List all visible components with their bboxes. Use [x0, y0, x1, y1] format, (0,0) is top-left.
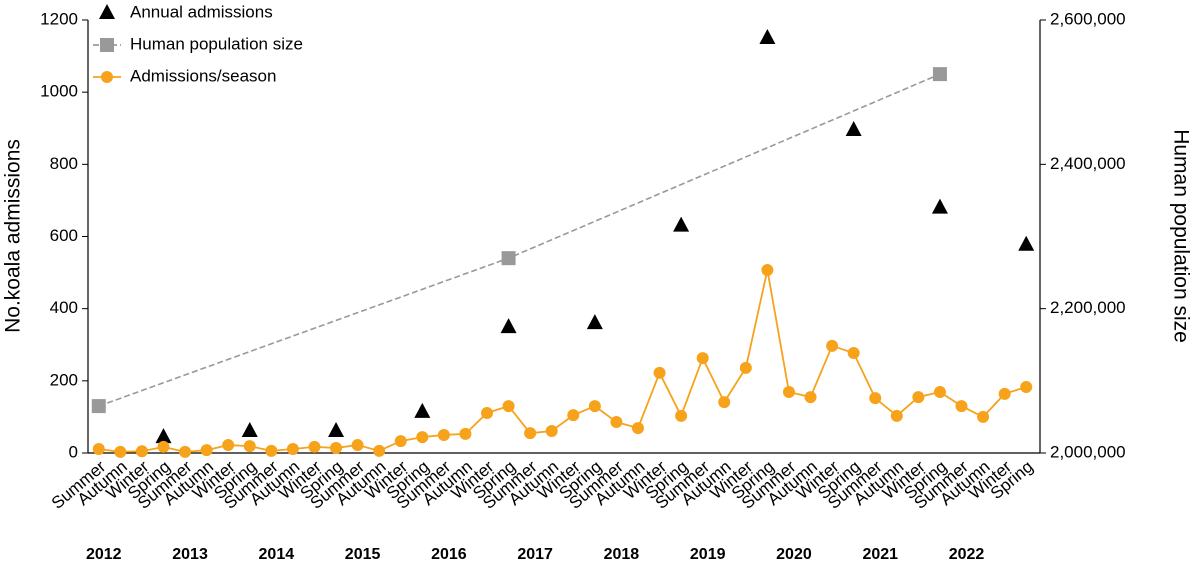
y2-tick-label: 2,400,000 — [1050, 154, 1126, 173]
data-point — [826, 339, 839, 352]
y2-tick-label: 2,600,000 — [1050, 9, 1126, 28]
y2-axis-title: Human population size — [1169, 129, 1192, 343]
data-point — [351, 439, 364, 452]
data-point — [135, 445, 148, 458]
data-point — [933, 386, 946, 399]
data-point — [675, 409, 688, 422]
y-tick-label: 600 — [50, 226, 78, 245]
data-point — [586, 314, 603, 330]
data-point — [804, 391, 817, 404]
data-point — [155, 428, 172, 444]
data-point — [502, 400, 515, 413]
data-point — [286, 443, 299, 456]
data-point — [890, 409, 903, 422]
year-label: 2020 — [776, 546, 812, 563]
data-point — [782, 386, 795, 399]
data-point — [459, 427, 472, 440]
data-point — [653, 366, 666, 379]
data-point — [328, 421, 345, 437]
data-point — [373, 444, 386, 457]
data-point — [673, 216, 690, 232]
data-point — [179, 445, 192, 458]
data-point — [92, 443, 105, 456]
legend-label: Annual admissions — [130, 2, 273, 21]
data-point — [265, 444, 278, 457]
year-label: 2015 — [345, 546, 381, 563]
data-point — [222, 439, 235, 452]
series-line — [98, 73, 941, 407]
y-tick-label: 0 — [69, 442, 78, 461]
data-point — [955, 400, 968, 413]
data-point — [91, 399, 106, 414]
data-point — [845, 121, 862, 137]
year-label: 2018 — [604, 546, 640, 563]
data-point — [931, 198, 948, 214]
y2-tick-label: 2,000,000 — [1050, 442, 1126, 461]
y2-tick-label: 2,200,000 — [1050, 298, 1126, 317]
data-point — [414, 402, 431, 418]
data-point — [696, 352, 709, 365]
data-point — [912, 391, 925, 404]
data-point — [761, 264, 774, 277]
series-line — [98, 269, 1027, 453]
year-label: 2016 — [431, 546, 467, 563]
data-point — [847, 347, 860, 360]
y-tick-label: 400 — [50, 298, 78, 317]
legend-label: Admissions/season — [130, 66, 276, 85]
data-point — [998, 387, 1011, 400]
data-point — [869, 392, 882, 405]
data-point — [157, 440, 170, 453]
data-point — [1018, 235, 1035, 251]
data-point — [330, 441, 343, 454]
year-label: 2013 — [172, 546, 208, 563]
legend-label: Human population size — [130, 34, 303, 53]
y-tick-label: 800 — [50, 154, 78, 173]
data-point — [416, 431, 429, 444]
legend-marker — [101, 71, 113, 83]
year-label: 2014 — [259, 546, 295, 563]
year-label: 2019 — [690, 546, 726, 563]
data-point — [567, 409, 580, 422]
year-label: 2022 — [949, 546, 985, 563]
legend-marker — [100, 38, 114, 52]
data-point — [610, 415, 623, 428]
y-tick-label: 1000 — [40, 82, 78, 101]
data-point — [588, 400, 601, 413]
data-point — [394, 435, 407, 448]
data-point — [545, 424, 558, 437]
data-point — [932, 67, 947, 82]
data-point — [1020, 380, 1033, 393]
data-point — [243, 440, 256, 453]
year-label: 2017 — [517, 546, 553, 563]
y-tick-label: 1200 — [40, 9, 78, 28]
data-point — [500, 318, 517, 334]
data-point — [524, 427, 537, 440]
data-point — [114, 445, 127, 458]
data-point — [200, 444, 213, 457]
data-point — [977, 410, 990, 423]
year-label: 2021 — [862, 546, 898, 563]
data-point — [718, 396, 731, 409]
y-axis-title: No.koala admissions — [2, 139, 25, 333]
legend-marker — [99, 4, 115, 19]
data-point — [437, 428, 450, 441]
data-point — [308, 440, 321, 453]
data-point — [759, 29, 776, 45]
data-point — [501, 251, 516, 266]
year-label: 2012 — [86, 546, 122, 563]
y-tick-label: 200 — [50, 370, 78, 389]
data-point — [631, 422, 644, 435]
data-point — [739, 361, 752, 374]
data-point — [241, 421, 258, 437]
data-point — [481, 406, 494, 419]
